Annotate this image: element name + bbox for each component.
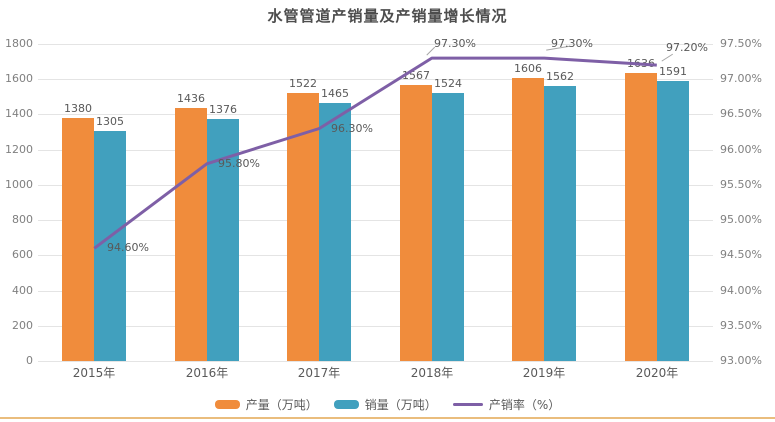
- x-axis-tick-2018年: 2018年: [410, 366, 454, 380]
- y-axis-left-tick: 1000: [5, 178, 33, 191]
- bar-sales-2020年: [657, 81, 689, 361]
- gridline: [38, 326, 713, 327]
- x-axis-tick-2019年: 2019年: [522, 366, 566, 380]
- y-axis-right-tick: 97.00%: [720, 72, 762, 85]
- gridline: [38, 150, 713, 151]
- y-axis-left-tick: 600: [12, 248, 33, 261]
- ratio-point-label: 94.60%: [107, 241, 149, 254]
- y-axis-right-tick: 97.50%: [720, 37, 762, 50]
- gridline: [38, 255, 713, 256]
- legend-item-ratio: 产销率（%）: [452, 396, 561, 413]
- gridline: [38, 79, 713, 80]
- y-axis-right-tick: 95.50%: [720, 178, 762, 191]
- ratio-point-label: 97.20%: [666, 41, 708, 54]
- y-axis-left-tick: 1200: [5, 143, 33, 156]
- gridline: [38, 291, 713, 292]
- bar-value-label-sales: 1465: [321, 87, 349, 100]
- legend-label-sales: 销量（万吨）: [364, 397, 437, 412]
- chart-title: 水管管道产销量及产销量增长情况: [267, 7, 508, 25]
- ratio-point-label: 95.80%: [218, 157, 260, 170]
- bar-production-2015年: [62, 118, 94, 361]
- legend-swatch-sales: [333, 399, 359, 409]
- gridline: [38, 44, 713, 45]
- y-axis-left-tick: 0: [26, 354, 33, 367]
- y-axis-right-tick: 94.50%: [720, 248, 762, 261]
- bar-value-label-sales: 1591: [659, 65, 687, 78]
- legend: 产量（万吨） 销量（万吨） 产销率（%）: [0, 393, 775, 415]
- legend-label-production: 产量（万吨）: [245, 397, 318, 412]
- gridline: [38, 114, 713, 115]
- legend-item-production: 产量（万吨）: [214, 396, 318, 413]
- ratio-point-label: 97.30%: [551, 37, 593, 50]
- y-axis-right-tick: 95.00%: [720, 213, 762, 226]
- bar-production-2017年: [287, 93, 319, 361]
- gridline: [38, 361, 713, 362]
- legend-swatch-ratio: [452, 402, 483, 406]
- x-axis-tick-2015年: 2015年: [72, 366, 116, 380]
- y-axis-right-tick: 93.00%: [720, 354, 762, 367]
- legend-label-ratio: 产销率（%）: [488, 397, 561, 412]
- bar-value-label-production: 1380: [64, 102, 92, 115]
- bar-production-2016年: [175, 108, 207, 361]
- ratio-point-label: 96.30%: [331, 122, 373, 135]
- ratio-point-label: 97.30%: [434, 37, 476, 50]
- x-axis-tick-2020年: 2020年: [635, 366, 679, 380]
- y-axis-left-tick: 1800: [5, 37, 33, 50]
- bar-value-label-sales: 1524: [434, 77, 462, 90]
- legend-swatch-production: [214, 399, 240, 409]
- bar-production-2020年: [625, 73, 657, 361]
- x-axis-tick-2016年: 2016年: [185, 366, 229, 380]
- bottom-rule-divider: [0, 417, 775, 419]
- y-axis-right-tick: 94.00%: [720, 284, 762, 297]
- y-axis-left-tick: 200: [12, 319, 33, 332]
- y-axis-left-tick: 1600: [5, 72, 33, 85]
- gridline: [38, 220, 713, 221]
- bar-production-2018年: [400, 85, 432, 361]
- y-axis-left-tick: 400: [12, 284, 33, 297]
- x-axis-tick-2017年: 2017年: [297, 366, 341, 380]
- legend-item-sales: 销量（万吨）: [333, 396, 437, 413]
- bar-sales-2017年: [319, 103, 351, 361]
- y-axis-left-tick: 1400: [5, 107, 33, 120]
- bar-value-label-sales: 1562: [546, 70, 574, 83]
- y-axis-left-tick: 800: [12, 213, 33, 226]
- gridline: [38, 185, 713, 186]
- y-axis-right-tick: 93.50%: [720, 319, 762, 332]
- y-axis-right-tick: 96.50%: [720, 107, 762, 120]
- bar-sales-2016年: [207, 119, 239, 361]
- bar-sales-2018年: [432, 93, 464, 361]
- bar-production-2019年: [512, 78, 544, 361]
- bar-value-label-sales: 1305: [96, 115, 124, 128]
- bar-value-label-sales: 1376: [209, 103, 237, 116]
- y-axis-right-tick: 96.00%: [720, 143, 762, 156]
- bar-sales-2019年: [544, 86, 576, 361]
